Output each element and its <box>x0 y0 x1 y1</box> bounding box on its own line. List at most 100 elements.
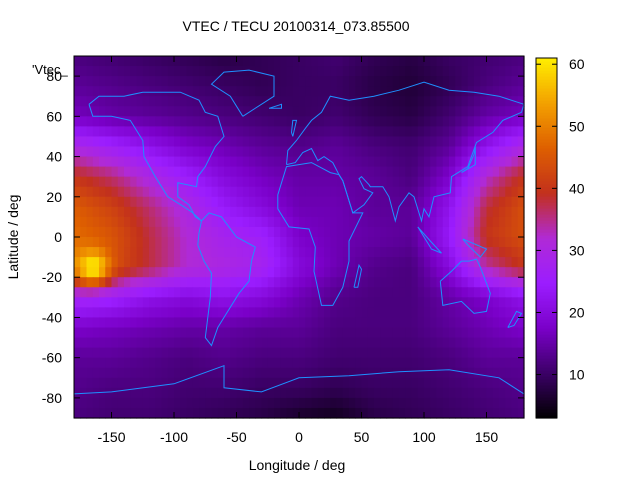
heat-cell <box>174 86 181 97</box>
heat-cell <box>199 76 206 87</box>
heat-cell <box>399 277 406 288</box>
heat-cell <box>430 216 438 228</box>
heat-cell <box>280 287 288 298</box>
heat-cell <box>130 146 138 158</box>
heat-cell <box>130 267 138 278</box>
heat-cell <box>355 267 363 278</box>
heat-cell <box>355 297 363 308</box>
heat-cell <box>417 367 425 379</box>
heat-cell <box>117 66 125 77</box>
heat-cell <box>136 307 144 319</box>
heat-cell <box>311 186 319 198</box>
heat-cell <box>411 327 419 339</box>
heat-cell <box>367 337 375 349</box>
heat-cell <box>274 136 281 148</box>
heat-cell <box>224 76 231 87</box>
heat-cell <box>230 186 238 198</box>
heat-cell <box>142 237 150 248</box>
heat-cell <box>374 247 381 258</box>
heat-cell <box>292 357 300 369</box>
heat-cell <box>317 257 325 268</box>
heat-cell <box>349 76 356 87</box>
heat-cell <box>117 206 125 218</box>
heat-cell <box>174 367 181 379</box>
heat-cell <box>486 136 494 148</box>
heat-cell <box>224 126 231 138</box>
heat-cell <box>386 337 394 349</box>
heat-cell <box>230 146 238 158</box>
heat-cell <box>511 407 519 419</box>
heat-cell <box>99 116 106 127</box>
heat-cell <box>124 196 131 208</box>
heat-cell <box>280 206 288 218</box>
heat-cell <box>130 56 138 67</box>
heat-cell <box>399 387 406 399</box>
heat-cell <box>242 76 250 87</box>
heat-cell <box>80 56 88 67</box>
heat-cell <box>342 297 350 308</box>
heat-cell <box>349 186 356 198</box>
heat-cell <box>136 397 144 409</box>
heat-cell <box>80 277 88 288</box>
heat-cell <box>174 136 181 148</box>
heat-cell <box>517 327 525 339</box>
heat-cell <box>192 96 200 107</box>
heat-cell <box>311 347 319 359</box>
heat-cell <box>436 126 444 138</box>
heat-cell <box>136 297 144 308</box>
heat-cell <box>199 86 206 97</box>
colorbar-segment <box>536 232 557 236</box>
x-tick-label: -50 <box>226 429 246 445</box>
heat-cell <box>111 247 119 258</box>
heat-cell <box>386 96 394 107</box>
heat-cell <box>517 277 525 288</box>
heat-cell <box>505 257 513 268</box>
heat-cell <box>480 116 488 127</box>
heat-cell <box>480 307 488 319</box>
heat-cell <box>130 237 138 248</box>
heat-cell <box>255 126 263 138</box>
heat-cell <box>242 156 250 168</box>
heat-cell <box>211 287 219 298</box>
heat-cell <box>224 146 231 158</box>
heat-cell <box>161 96 169 107</box>
heat-cell <box>180 407 188 419</box>
heat-cell <box>274 76 281 87</box>
heat-cell <box>474 146 481 158</box>
heat-cell <box>105 176 113 188</box>
heat-cell <box>424 367 431 379</box>
heat-cell <box>192 407 200 419</box>
heat-cell <box>461 56 469 67</box>
colorbar-segment <box>536 382 557 386</box>
heat-cell <box>305 196 313 208</box>
heat-cell <box>74 176 81 188</box>
heat-cell <box>136 126 144 138</box>
heat-cell <box>342 317 350 329</box>
heat-cell <box>230 196 238 208</box>
heat-cell <box>499 307 506 319</box>
heat-cell <box>324 387 331 399</box>
heat-cell <box>167 176 175 188</box>
heat-cell <box>261 176 269 188</box>
heat-cell <box>492 247 500 258</box>
heat-cell <box>411 307 419 319</box>
heat-cell <box>217 226 225 238</box>
heat-cell <box>199 247 206 258</box>
heat-cell <box>417 106 425 117</box>
heat-cell <box>405 277 413 288</box>
heat-cell <box>374 216 381 228</box>
heat-cell <box>511 216 519 228</box>
colorbar-segment <box>536 169 557 173</box>
heat-cell <box>242 287 250 298</box>
heat-cell <box>299 186 306 198</box>
heat-cell <box>499 267 506 278</box>
heat-cell <box>305 226 313 238</box>
heat-cell <box>242 337 250 349</box>
heat-cell <box>217 387 225 399</box>
heat-cell <box>430 156 438 168</box>
heat-cell <box>424 106 431 117</box>
heat-cell <box>105 76 113 87</box>
heat-cell <box>161 247 169 258</box>
heat-cell <box>280 397 288 409</box>
